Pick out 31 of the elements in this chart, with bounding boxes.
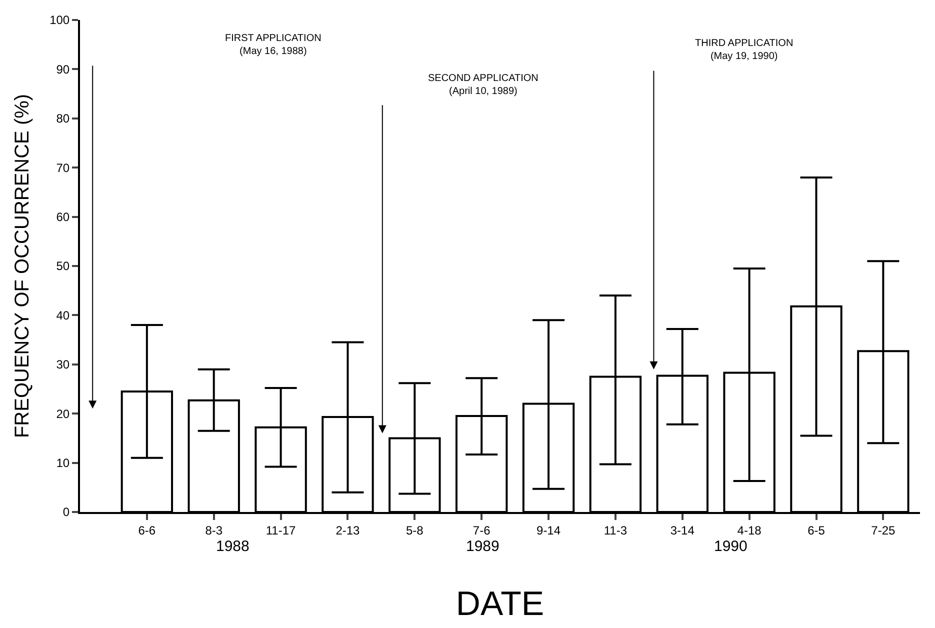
x-tick-label: 8-3 bbox=[205, 523, 223, 538]
annotation: SECOND APPLICATION (April 10, 1989) bbox=[428, 73, 538, 97]
annotation: THIRD APPLICATION (May 19, 1990) bbox=[695, 38, 794, 62]
y-tick-label: 30 bbox=[56, 358, 70, 372]
x-tick-label: 9-14 bbox=[536, 523, 561, 538]
x-tick-label: 6-6 bbox=[138, 523, 156, 538]
x-tick-label: 6-5 bbox=[808, 523, 826, 538]
annotation: FIRST APPLICATION (May 16, 1988) bbox=[225, 33, 322, 57]
x-tick-label: 4-18 bbox=[737, 523, 762, 538]
x-axis-title: DATE bbox=[456, 585, 544, 624]
x-tick-label: 5-8 bbox=[406, 523, 424, 538]
y-tick-label: 10 bbox=[56, 456, 70, 470]
y-tick-label: 100 bbox=[50, 13, 70, 28]
x-tick-label: 7-25 bbox=[871, 523, 896, 538]
y-tick-label: 60 bbox=[56, 210, 70, 224]
text: 1989 bbox=[466, 538, 500, 555]
x-tick-label: 11-17 bbox=[266, 523, 296, 538]
y-tick-label: 70 bbox=[56, 160, 70, 175]
y-tick-label: 20 bbox=[56, 406, 70, 421]
y-axis-title: FREQUENCY OF OCCURRENCE (%) bbox=[12, 94, 34, 438]
y-tick-label: 90 bbox=[56, 62, 70, 76]
y-tick-label: 0 bbox=[62, 505, 70, 520]
x-tick-label: 7-6 bbox=[472, 523, 491, 538]
x-tick-label: 2-13 bbox=[336, 523, 360, 538]
x-tick-label: 3-14 bbox=[670, 523, 695, 538]
y-tick-label: 80 bbox=[56, 112, 70, 126]
y-tick-label: 40 bbox=[56, 308, 70, 322]
text: 1988 bbox=[216, 538, 250, 555]
x-tick-label: 11-3 bbox=[604, 523, 628, 538]
text: 1990 bbox=[714, 538, 748, 555]
y-tick-label: 50 bbox=[56, 259, 70, 274]
